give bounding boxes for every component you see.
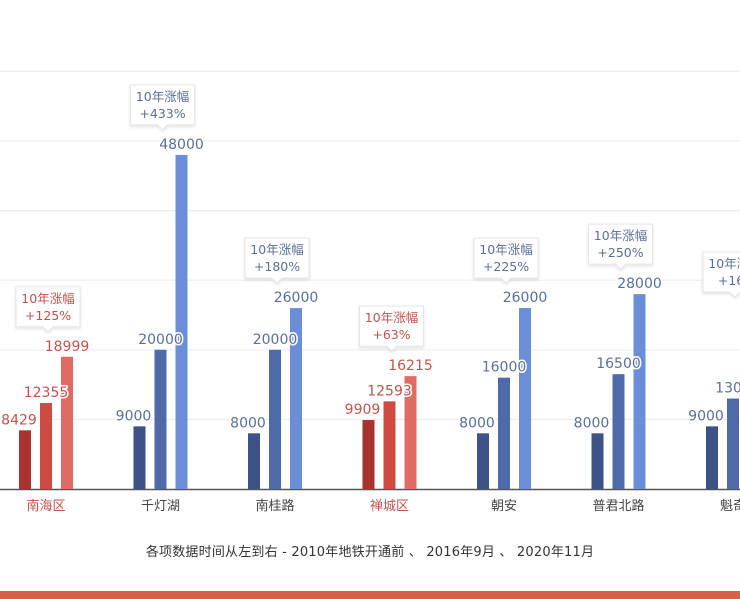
value-label: 1300: [715, 381, 740, 397]
value-label: 8000: [459, 415, 495, 431]
bar-南海区-2: [61, 356, 73, 489]
growth-callout: [359, 305, 424, 352]
value-label: 16500: [596, 356, 641, 372]
growth-callout-value: +225%: [483, 259, 529, 274]
bar-朝安-0: [477, 433, 489, 489]
category-label: 朝安: [491, 499, 517, 514]
bar-禅城区-0: [362, 420, 375, 489]
bar-魁奇-0: [706, 426, 718, 489]
growth-callout-value: +166: [718, 273, 740, 288]
value-label: 9000: [116, 408, 152, 424]
value-label: 8429: [1, 412, 37, 428]
growth-callout-title: 10年涨幅: [708, 256, 740, 271]
value-label: 8000: [574, 415, 610, 431]
growth-callout-value: +63%: [372, 327, 410, 342]
bar-南桂路-2: [290, 308, 302, 489]
value-label: 16215: [388, 358, 433, 374]
growth-callout-title: 10年涨幅: [136, 89, 189, 104]
bar-千灯湖-0: [133, 426, 146, 489]
growth-callout-title: 10年涨幅: [365, 310, 418, 325]
bottom-accent-bar: [0, 591, 740, 599]
value-label: 26000: [503, 290, 548, 306]
bar-禅城区-2: [404, 376, 417, 489]
growth-callout-title: 10年涨幅: [594, 228, 647, 243]
value-label: 26000: [274, 290, 319, 306]
value-label: 12593: [367, 383, 412, 399]
growth-callout: [702, 251, 740, 298]
category-label: 南桂路: [255, 498, 294, 514]
category-label: 普君北路: [592, 498, 644, 514]
value-label: 18999: [45, 339, 90, 355]
bar-普君北路-0: [591, 433, 604, 489]
value-label: 8000: [230, 415, 266, 431]
bar-朝安-2: [519, 308, 531, 489]
growth-callout-value: +180%: [254, 259, 300, 274]
growth-callout-title: 10年涨幅: [21, 291, 74, 306]
bar-南海区-0: [19, 430, 31, 489]
bar-禅城区-1: [383, 401, 396, 489]
chart-caption: 各项数据时间从左到右 - 2010年地铁开通前 、 2016年9月 、 2020…: [145, 545, 595, 560]
value-label: 12355: [24, 385, 69, 401]
value-label: 28000: [617, 276, 662, 292]
value-label: 20000: [253, 332, 298, 348]
value-label: 9909: [345, 402, 381, 418]
bar-南桂路-1: [269, 349, 281, 489]
growth-callout: [473, 237, 539, 284]
bar-南桂路-0: [248, 433, 260, 489]
bar-魁奇-1: [727, 398, 739, 489]
bar-朝安-1: [498, 377, 510, 489]
bar-千灯湖-2: [175, 154, 188, 490]
growth-callout-value: +125%: [25, 308, 71, 323]
growth-callout: [588, 223, 653, 270]
category-label: 禅城区: [370, 499, 409, 514]
category-label: 千灯湖: [141, 499, 180, 514]
bar-普君北路-1: [612, 374, 625, 489]
growth-callout-value: +250%: [597, 245, 643, 260]
growth-callout-value: +433%: [139, 106, 185, 121]
growth-callout-title: 10年涨幅: [250, 242, 303, 257]
bar-普君北路-2: [633, 294, 646, 489]
bar-千灯湖-1: [154, 349, 167, 489]
value-label: 16000: [482, 360, 527, 376]
growth-callout: [130, 84, 195, 131]
value-label: 9000: [688, 408, 724, 424]
growth-callout: [244, 237, 310, 284]
category-label: 魁奇: [720, 498, 740, 514]
growth-callout: [15, 286, 81, 333]
bar-南海区-1: [40, 403, 52, 489]
growth-callout-title: 10年涨幅: [479, 242, 532, 257]
value-label: 20000: [138, 332, 183, 348]
value-label: 48000: [159, 137, 204, 153]
category-label: 南海区: [26, 498, 65, 514]
